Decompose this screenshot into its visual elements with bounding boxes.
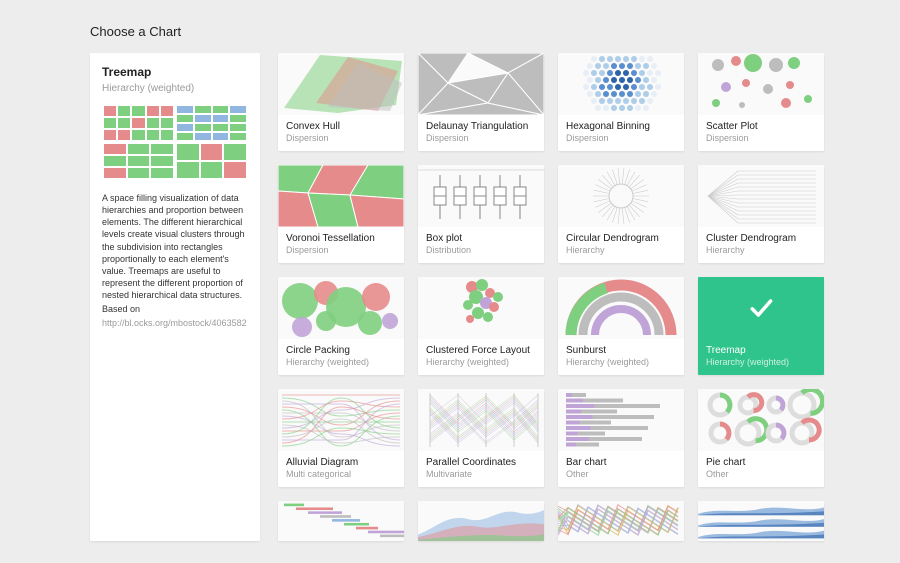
chart-title: Voronoi Tessellation [286, 233, 396, 244]
chart-meta: Cluster DendrogramHierarchy [698, 227, 824, 263]
chart-card-alluvial[interactable]: Alluvial DiagramMulti categorical [278, 389, 404, 487]
chart-card-hexbin[interactable]: Hexagonal BinningDispersion [558, 53, 684, 151]
chart-card-circden[interactable]: Circular DendrogramHierarchy [558, 165, 684, 263]
chart-thumbnail [698, 389, 824, 451]
detail-panel: Treemap Hierarchy (weighted) A space fil… [90, 53, 260, 541]
chart-thumbnail [418, 501, 544, 541]
chart-meta: Circle PackingHierarchy (weighted) [278, 339, 404, 375]
chart-card-voronoi[interactable]: Voronoi TessellationDispersion [278, 165, 404, 263]
chart-meta: Pie chartOther [698, 451, 824, 487]
chart-card-pie[interactable]: Pie chartOther [698, 389, 824, 487]
chart-title: Parallel Coordinates [426, 457, 536, 468]
detail-source-link[interactable]: http://bl.ocks.org/mbostock/4063582 [102, 318, 247, 328]
chart-thumbnail [418, 389, 544, 451]
chart-subtitle: Hierarchy [566, 245, 676, 255]
chart-card-sunburst[interactable]: SunburstHierarchy (weighted) [558, 277, 684, 375]
chart-meta: Alluvial DiagramMulti categorical [278, 451, 404, 487]
chart-thumbnail [418, 165, 544, 227]
chart-thumbnail [418, 53, 544, 115]
chart-title: Sunburst [566, 345, 676, 356]
chart-thumbnail [698, 277, 824, 339]
chart-meta: Circular DendrogramHierarchy [558, 227, 684, 263]
chart-title: Pie chart [706, 457, 816, 468]
chart-thumbnail [278, 53, 404, 115]
chart-meta: Delaunay TriangulationDispersion [418, 115, 544, 151]
chart-thumbnail [698, 501, 824, 541]
chart-subtitle: Hierarchy (weighted) [426, 357, 536, 367]
chart-card-pack[interactable]: Circle PackingHierarchy (weighted) [278, 277, 404, 375]
chart-card-area[interactable] [418, 501, 544, 541]
chart-title: Convex Hull [286, 121, 396, 132]
chart-thumbnail [278, 389, 404, 451]
chart-subtitle: Other [566, 469, 676, 479]
chart-thumbnail [558, 53, 684, 115]
detail-thumbnail [102, 104, 248, 180]
chart-thumbnail [278, 501, 404, 541]
chart-title: Box plot [426, 233, 536, 244]
chart-thumbnail [558, 389, 684, 451]
chart-subtitle: Hierarchy (weighted) [566, 357, 676, 367]
chart-thumbnail [278, 165, 404, 227]
chart-meta: SunburstHierarchy (weighted) [558, 339, 684, 375]
chart-meta: Hexagonal BinningDispersion [558, 115, 684, 151]
chart-thumbnail [278, 277, 404, 339]
chart-meta: Box plotDistribution [418, 227, 544, 263]
chart-card-parallel[interactable]: Parallel CoordinatesMultivariate [418, 389, 544, 487]
chart-subtitle: Dispersion [286, 245, 396, 255]
detail-subtitle: Hierarchy (weighted) [102, 83, 248, 94]
chart-subtitle: Other [706, 469, 816, 479]
chart-card-force[interactable]: Clustered Force LayoutHierarchy (weighte… [418, 277, 544, 375]
chart-title: Cluster Dendrogram [706, 233, 816, 244]
detail-title: Treemap [102, 65, 248, 79]
chart-subtitle: Hierarchy [706, 245, 816, 255]
chart-card-clusden[interactable]: Cluster DendrogramHierarchy [698, 165, 824, 263]
chart-card-boxplot[interactable]: Box plotDistribution [418, 165, 544, 263]
chart-subtitle: Dispersion [566, 133, 676, 143]
chart-meta: Voronoi TessellationDispersion [278, 227, 404, 263]
chart-title: Clustered Force Layout [426, 345, 536, 356]
chart-subtitle: Distribution [426, 245, 536, 255]
chart-subtitle: Multivariate [426, 469, 536, 479]
chart-thumbnail [558, 165, 684, 227]
chart-meta: Parallel CoordinatesMultivariate [418, 451, 544, 487]
chart-thumbnail [558, 501, 684, 541]
chart-meta: Clustered Force LayoutHierarchy (weighte… [418, 339, 544, 375]
chart-title: Scatter Plot [706, 121, 816, 132]
chart-meta: TreemapHierarchy (weighted) [698, 339, 824, 375]
chart-title: Bar chart [566, 457, 676, 468]
chart-title: Alluvial Diagram [286, 457, 396, 468]
chart-subtitle: Hierarchy (weighted) [286, 357, 396, 367]
chart-title: Hexagonal Binning [566, 121, 676, 132]
chart-card-gantt[interactable] [278, 501, 404, 541]
chart-card-bar[interactable]: Bar chartOther [558, 389, 684, 487]
chart-card-delaunay[interactable]: Delaunay TriangulationDispersion [418, 53, 544, 151]
chart-card-horizon[interactable] [698, 501, 824, 541]
chart-card-treemap[interactable]: TreemapHierarchy (weighted) [698, 277, 824, 375]
chart-meta: Bar chartOther [558, 451, 684, 487]
detail-description: A space filling visualization of data hi… [102, 192, 248, 301]
chart-subtitle: Multi categorical [286, 469, 396, 479]
detail-based-on: Based on [102, 303, 248, 315]
chart-subtitle: Hierarchy (weighted) [706, 357, 816, 367]
page-title: Choose a Chart [90, 24, 810, 39]
detail-based-on-label: Based on [102, 304, 140, 314]
chart-card-scatter[interactable]: Scatter PlotDispersion [698, 53, 824, 151]
chart-card-bump[interactable] [558, 501, 684, 541]
chart-title: Circular Dendrogram [566, 233, 676, 244]
chart-card-convex[interactable]: Convex HullDispersion [278, 53, 404, 151]
chart-thumbnail [698, 53, 824, 115]
chart-thumbnail [418, 277, 544, 339]
chart-meta: Convex HullDispersion [278, 115, 404, 151]
chart-meta: Scatter PlotDispersion [698, 115, 824, 151]
chart-subtitle: Dispersion [286, 133, 396, 143]
check-icon [747, 294, 775, 322]
chart-subtitle: Dispersion [426, 133, 536, 143]
chart-title: Delaunay Triangulation [426, 121, 536, 132]
chart-subtitle: Dispersion [706, 133, 816, 143]
chart-title: Treemap [706, 345, 816, 356]
chart-grid: Convex HullDispersion Delaunay Triangula… [278, 53, 824, 541]
chart-title: Circle Packing [286, 345, 396, 356]
chart-thumbnail [558, 277, 684, 339]
chart-thumbnail [698, 165, 824, 227]
